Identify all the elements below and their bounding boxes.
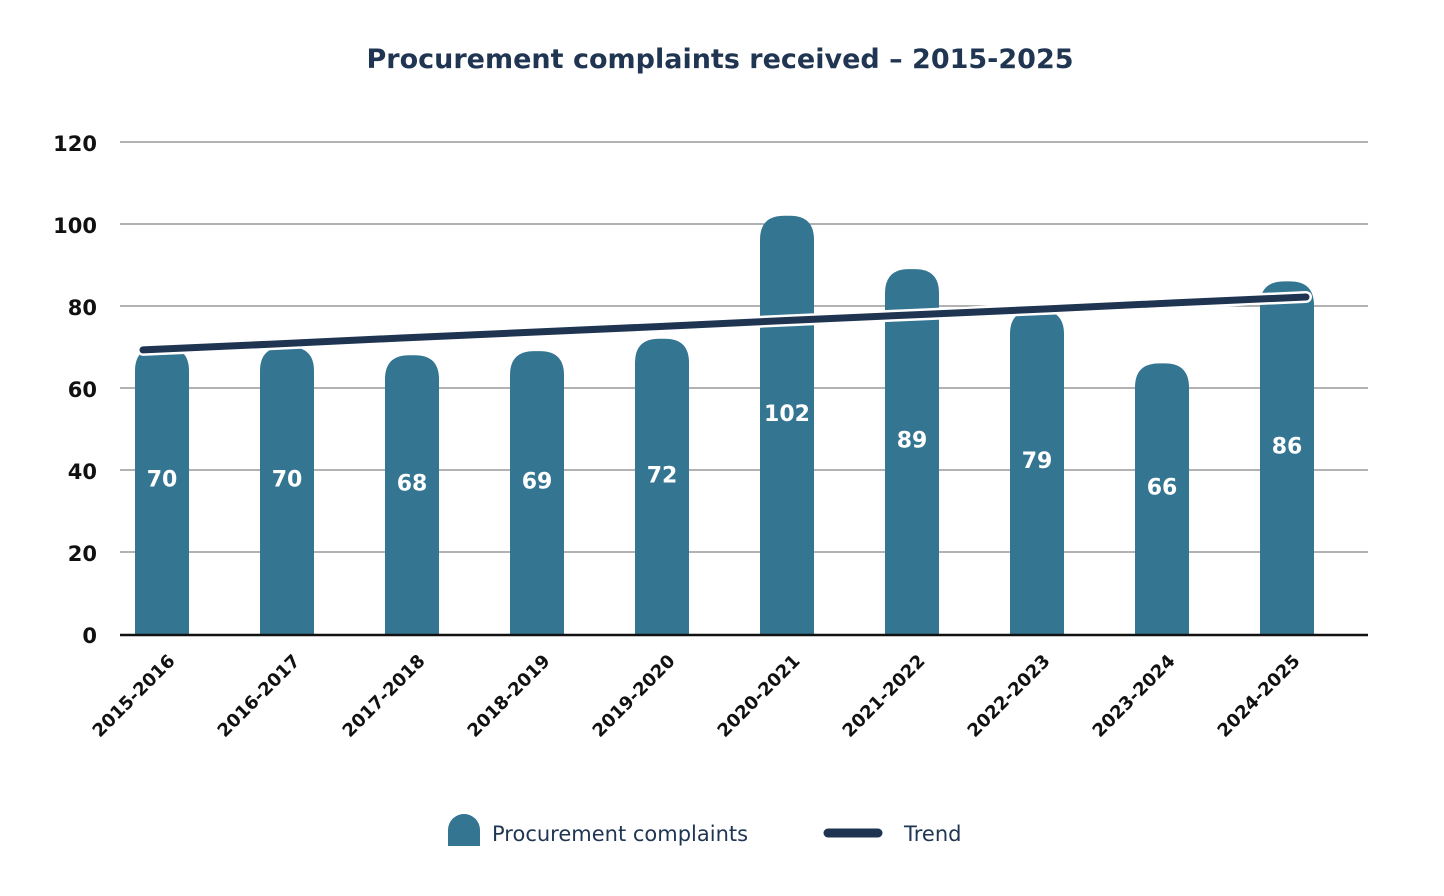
bar-2021-2022 bbox=[885, 269, 939, 634]
bar-2019-2020 bbox=[635, 338, 689, 634]
x-tick-label: 2024-2025 bbox=[1214, 651, 1305, 742]
legend-label-trend: Trend bbox=[903, 822, 961, 846]
bar-2017-2018 bbox=[385, 355, 439, 634]
y-tick-label: 60 bbox=[68, 378, 97, 402]
x-tick-label: 2018-2019 bbox=[464, 651, 555, 742]
data-label: 72 bbox=[647, 463, 678, 488]
data-label: 68 bbox=[397, 472, 428, 497]
data-label: 102 bbox=[764, 402, 810, 427]
legend-bar-swatch bbox=[448, 814, 480, 846]
legend: Procurement complaints Trend bbox=[448, 814, 961, 846]
trend-line bbox=[139, 293, 1310, 354]
data-label: 86 bbox=[1272, 435, 1303, 460]
data-label: 70 bbox=[272, 468, 303, 493]
bar-2015-2016 bbox=[135, 347, 189, 634]
data-label: 70 bbox=[147, 468, 178, 493]
data-label: 69 bbox=[522, 470, 553, 495]
data-label: 79 bbox=[1022, 449, 1053, 474]
legend-label-complaints: Procurement complaints bbox=[492, 822, 748, 846]
bar-2024-2025 bbox=[1260, 281, 1314, 634]
y-tick-label: 0 bbox=[82, 624, 97, 648]
data-label: 89 bbox=[897, 429, 928, 454]
x-tick-label: 2021-2022 bbox=[839, 651, 930, 742]
y-tick-label: 20 bbox=[68, 542, 97, 566]
bar-2016-2017 bbox=[260, 347, 314, 634]
bar-2018-2019 bbox=[510, 351, 564, 634]
x-tick-label: 2017-2018 bbox=[339, 651, 430, 742]
chart-title: Procurement complaints received – 2015-2… bbox=[366, 44, 1073, 75]
x-tick-label: 2019-2020 bbox=[589, 651, 680, 742]
y-tick-label: 100 bbox=[53, 214, 97, 238]
x-tick-label: 2016-2017 bbox=[214, 651, 305, 742]
x-tick-label: 2015-2016 bbox=[89, 651, 180, 742]
x-tick-label: 2023-2024 bbox=[1089, 651, 1180, 742]
y-tick-label: 120 bbox=[53, 132, 97, 156]
x-tick-label: 2020-2021 bbox=[714, 651, 805, 742]
y-tick-label: 40 bbox=[68, 460, 97, 484]
bar-2022-2023 bbox=[1010, 310, 1064, 634]
bar-2023-2024 bbox=[1135, 363, 1189, 634]
x-tick-label: 2022-2023 bbox=[964, 651, 1055, 742]
data-label: 66 bbox=[1147, 476, 1178, 501]
y-tick-label: 80 bbox=[68, 296, 97, 320]
